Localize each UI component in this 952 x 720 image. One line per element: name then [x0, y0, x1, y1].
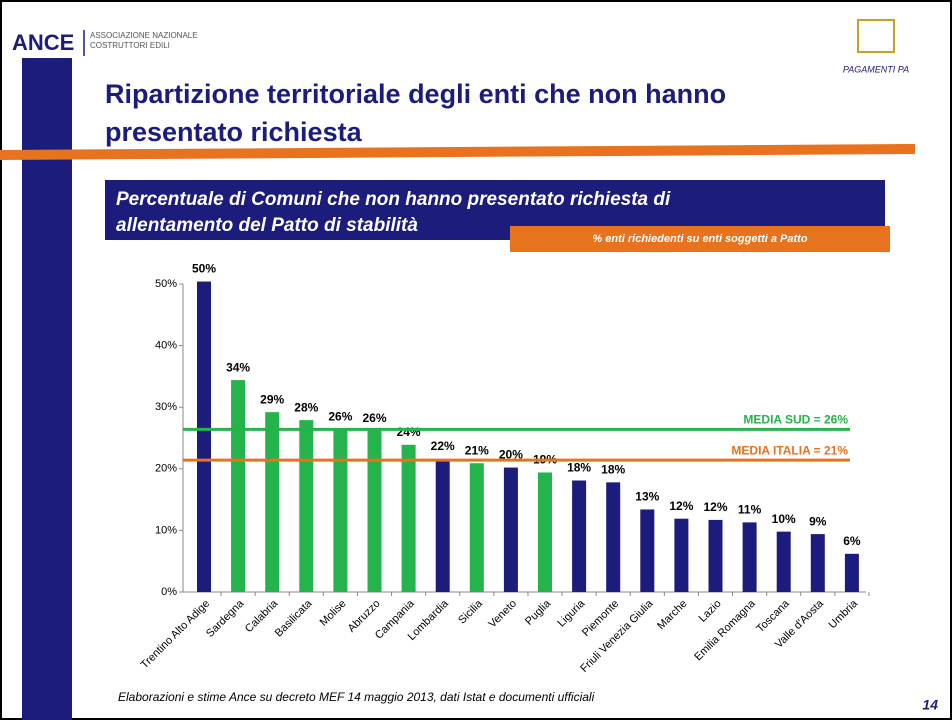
- bar: [401, 444, 416, 592]
- brand-sub: COSTRUTTORI EDILI: [90, 41, 170, 50]
- value-label: 50%: [192, 262, 216, 276]
- value-label: 12%: [669, 499, 693, 513]
- bar: [708, 519, 723, 592]
- value-label: 20%: [499, 448, 523, 462]
- y-tick-label: 50%: [155, 278, 177, 290]
- side-bar: [22, 58, 72, 720]
- value-label: 28%: [294, 400, 318, 414]
- bar: [742, 522, 757, 592]
- bar: [810, 534, 825, 592]
- value-label: 29%: [260, 392, 284, 406]
- chart-subtitle: % enti richiedenti su enti soggetti a Pa…: [592, 233, 807, 245]
- logo-text: PAGAMENTI PA: [843, 64, 909, 74]
- value-label: 9%: [809, 514, 827, 528]
- brand: ANCE: [12, 30, 74, 55]
- value-label: 26%: [328, 410, 352, 424]
- subtitle-box: [510, 226, 890, 252]
- value-label: 22%: [431, 439, 455, 453]
- value-label: 21%: [465, 443, 489, 457]
- bar: [299, 420, 314, 592]
- orange-rule: [0, 144, 915, 160]
- bar: [776, 531, 791, 592]
- source: Elaborazioni e stime Ance su decreto MEF…: [118, 690, 595, 704]
- value-label: 12%: [703, 500, 727, 514]
- value-label: 6%: [843, 534, 861, 548]
- bar: [265, 412, 280, 592]
- brand-sub: ASSOCIAZIONE NAZIONALE: [90, 31, 198, 40]
- bar: [367, 430, 382, 592]
- value-label: 11%: [738, 503, 762, 517]
- reference-label: MEDIA ITALIA = 21%: [731, 443, 848, 457]
- y-tick-label: 40%: [155, 340, 177, 352]
- value-label: 10%: [772, 512, 796, 526]
- y-tick-label: 20%: [155, 463, 177, 475]
- y-tick-label: 0%: [161, 586, 177, 598]
- value-label: 18%: [567, 461, 591, 475]
- slide-title: presentato richiesta: [105, 117, 363, 147]
- bar: [333, 429, 348, 592]
- bar: [844, 553, 859, 592]
- bar: [538, 472, 552, 592]
- bar: [435, 458, 450, 592]
- chart-title: Percentuale di Comuni che non hanno pres…: [116, 189, 671, 210]
- logo-icon: [857, 19, 895, 53]
- value-label: 26%: [362, 411, 386, 425]
- bar: [197, 281, 211, 592]
- reference-label: MEDIA SUD = 26%: [743, 413, 848, 427]
- slide-title: Ripartizione territoriale degli enti che…: [105, 79, 726, 109]
- bar: [572, 480, 587, 592]
- bar: [231, 380, 246, 592]
- y-tick-label: 30%: [155, 401, 177, 413]
- bar: [503, 467, 518, 592]
- bar: [674, 518, 689, 592]
- value-label: 24%: [397, 425, 421, 439]
- bar: [606, 482, 621, 592]
- bar: [640, 509, 655, 592]
- value-label: 13%: [635, 490, 659, 504]
- page-number: 14: [922, 697, 938, 713]
- y-tick-label: 10%: [155, 524, 177, 536]
- value-label: 34%: [226, 360, 250, 374]
- value-label: 18%: [601, 463, 625, 477]
- chart-title: allentamento del Patto di stabilità: [116, 215, 418, 236]
- bar: [469, 463, 484, 592]
